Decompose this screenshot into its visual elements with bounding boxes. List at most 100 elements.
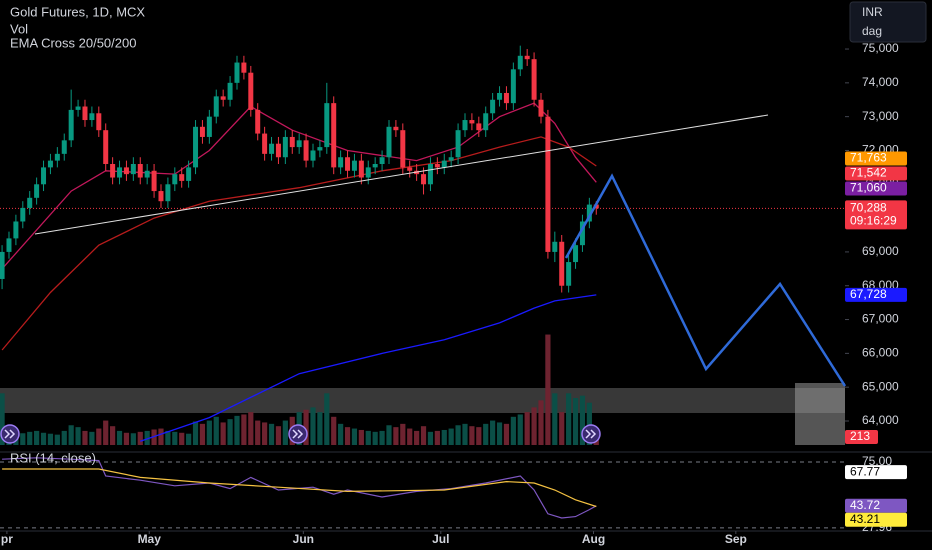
event-icon[interactable]	[288, 424, 308, 444]
price-label-box	[845, 287, 907, 302]
candle-body	[123, 167, 129, 175]
rsi-label-box	[845, 512, 907, 527]
unit-button[interactable]: dag	[862, 24, 882, 38]
volume-bar	[344, 427, 351, 445]
volume-bar	[165, 430, 171, 445]
rsi-line	[2, 468, 597, 508]
candle-body	[400, 130, 406, 168]
candle-body	[82, 106, 88, 121]
volume-bar	[282, 420, 288, 445]
candle-body	[172, 174, 178, 185]
volume-label: 213	[850, 429, 870, 443]
rsi-label: 67.77	[850, 464, 880, 478]
rsi-label: 43.72	[850, 498, 880, 512]
candle-body	[483, 113, 489, 131]
volume-bar	[483, 423, 489, 445]
currency-button[interactable]: INR	[862, 5, 883, 19]
candle-body	[275, 143, 281, 158]
candle-body	[68, 109, 74, 141]
candle-body	[407, 167, 413, 171]
volume-bar	[262, 422, 268, 445]
candle-body	[310, 150, 316, 161]
volume-bar	[248, 412, 254, 445]
candle-body	[227, 82, 233, 100]
volume-bar	[47, 433, 54, 445]
volume-bar	[490, 420, 496, 445]
volume-bar	[427, 431, 434, 445]
volume-bar	[61, 430, 67, 445]
candle-body	[289, 136, 295, 148]
last-price-box	[845, 200, 907, 230]
volume-bar	[241, 414, 247, 445]
volume-bar	[75, 427, 81, 445]
volume-bar	[517, 414, 523, 445]
price-label-box	[845, 181, 907, 196]
volume-bar	[441, 429, 447, 445]
event-icon[interactable]	[0, 424, 20, 444]
candle-body	[0, 251, 5, 279]
price-label: 71,542	[850, 166, 887, 180]
zone	[0, 388, 845, 413]
price-label: 71,060	[850, 181, 887, 195]
candle-body	[110, 164, 116, 178]
volume-bar	[186, 433, 192, 445]
y-tick-label: 66,000	[862, 346, 899, 360]
candle-body	[538, 99, 544, 117]
candle-body	[469, 120, 475, 124]
candle-body	[158, 191, 164, 202]
indicator-title: EMA Cross 20/50/200	[10, 35, 136, 50]
volume-bar	[199, 423, 206, 445]
candle-body	[345, 157, 351, 171]
candle-body	[573, 245, 579, 263]
candle-body	[248, 72, 254, 110]
candle-body	[144, 170, 150, 178]
volume-bar	[206, 420, 212, 445]
candle-body	[282, 136, 288, 158]
candle-body	[338, 157, 344, 168]
candle-body	[117, 167, 123, 178]
candle-body	[179, 174, 185, 181]
drawing-layer	[0, 114, 847, 444]
candle-body	[552, 241, 558, 252]
volume-bar	[303, 409, 309, 445]
event-icon[interactable]	[581, 424, 601, 444]
volume-bar	[158, 428, 164, 445]
volume-bar	[476, 427, 482, 445]
candle-body	[586, 204, 592, 222]
price-label: 67,728	[850, 287, 887, 301]
candle-body	[199, 126, 205, 137]
candle-body	[545, 116, 551, 252]
candle-body	[165, 184, 171, 202]
y-tick-label: 69,000	[862, 244, 899, 258]
volume-bar	[331, 416, 337, 445]
volume-bar	[420, 426, 427, 445]
volume-bar	[448, 428, 454, 445]
volume-bar	[559, 412, 565, 445]
candle-body	[303, 140, 309, 161]
candle-body	[372, 164, 378, 168]
volume-bar	[462, 423, 468, 445]
candle-body	[434, 164, 440, 168]
candle-body	[324, 103, 330, 148]
volume-bar	[116, 430, 123, 445]
volume-bar	[82, 430, 88, 445]
volume-bar	[469, 426, 475, 445]
last-price-label: 70,288	[850, 201, 887, 215]
candle-body	[6, 238, 12, 252]
volume-bar	[324, 393, 330, 445]
volume-bar	[220, 422, 226, 445]
volume-bar	[393, 427, 399, 445]
candle-body	[462, 120, 468, 131]
ema-line	[140, 294, 597, 442]
candle-body	[579, 221, 585, 246]
volume-bar	[386, 425, 392, 445]
candle-body	[206, 116, 212, 137]
candle-body	[47, 160, 53, 168]
volume-bar	[531, 407, 537, 445]
candle-body	[490, 99, 496, 114]
volume-bar	[317, 412, 323, 445]
candle-body	[34, 184, 40, 198]
volume-bar	[351, 428, 358, 445]
projection-path	[564, 173, 847, 387]
